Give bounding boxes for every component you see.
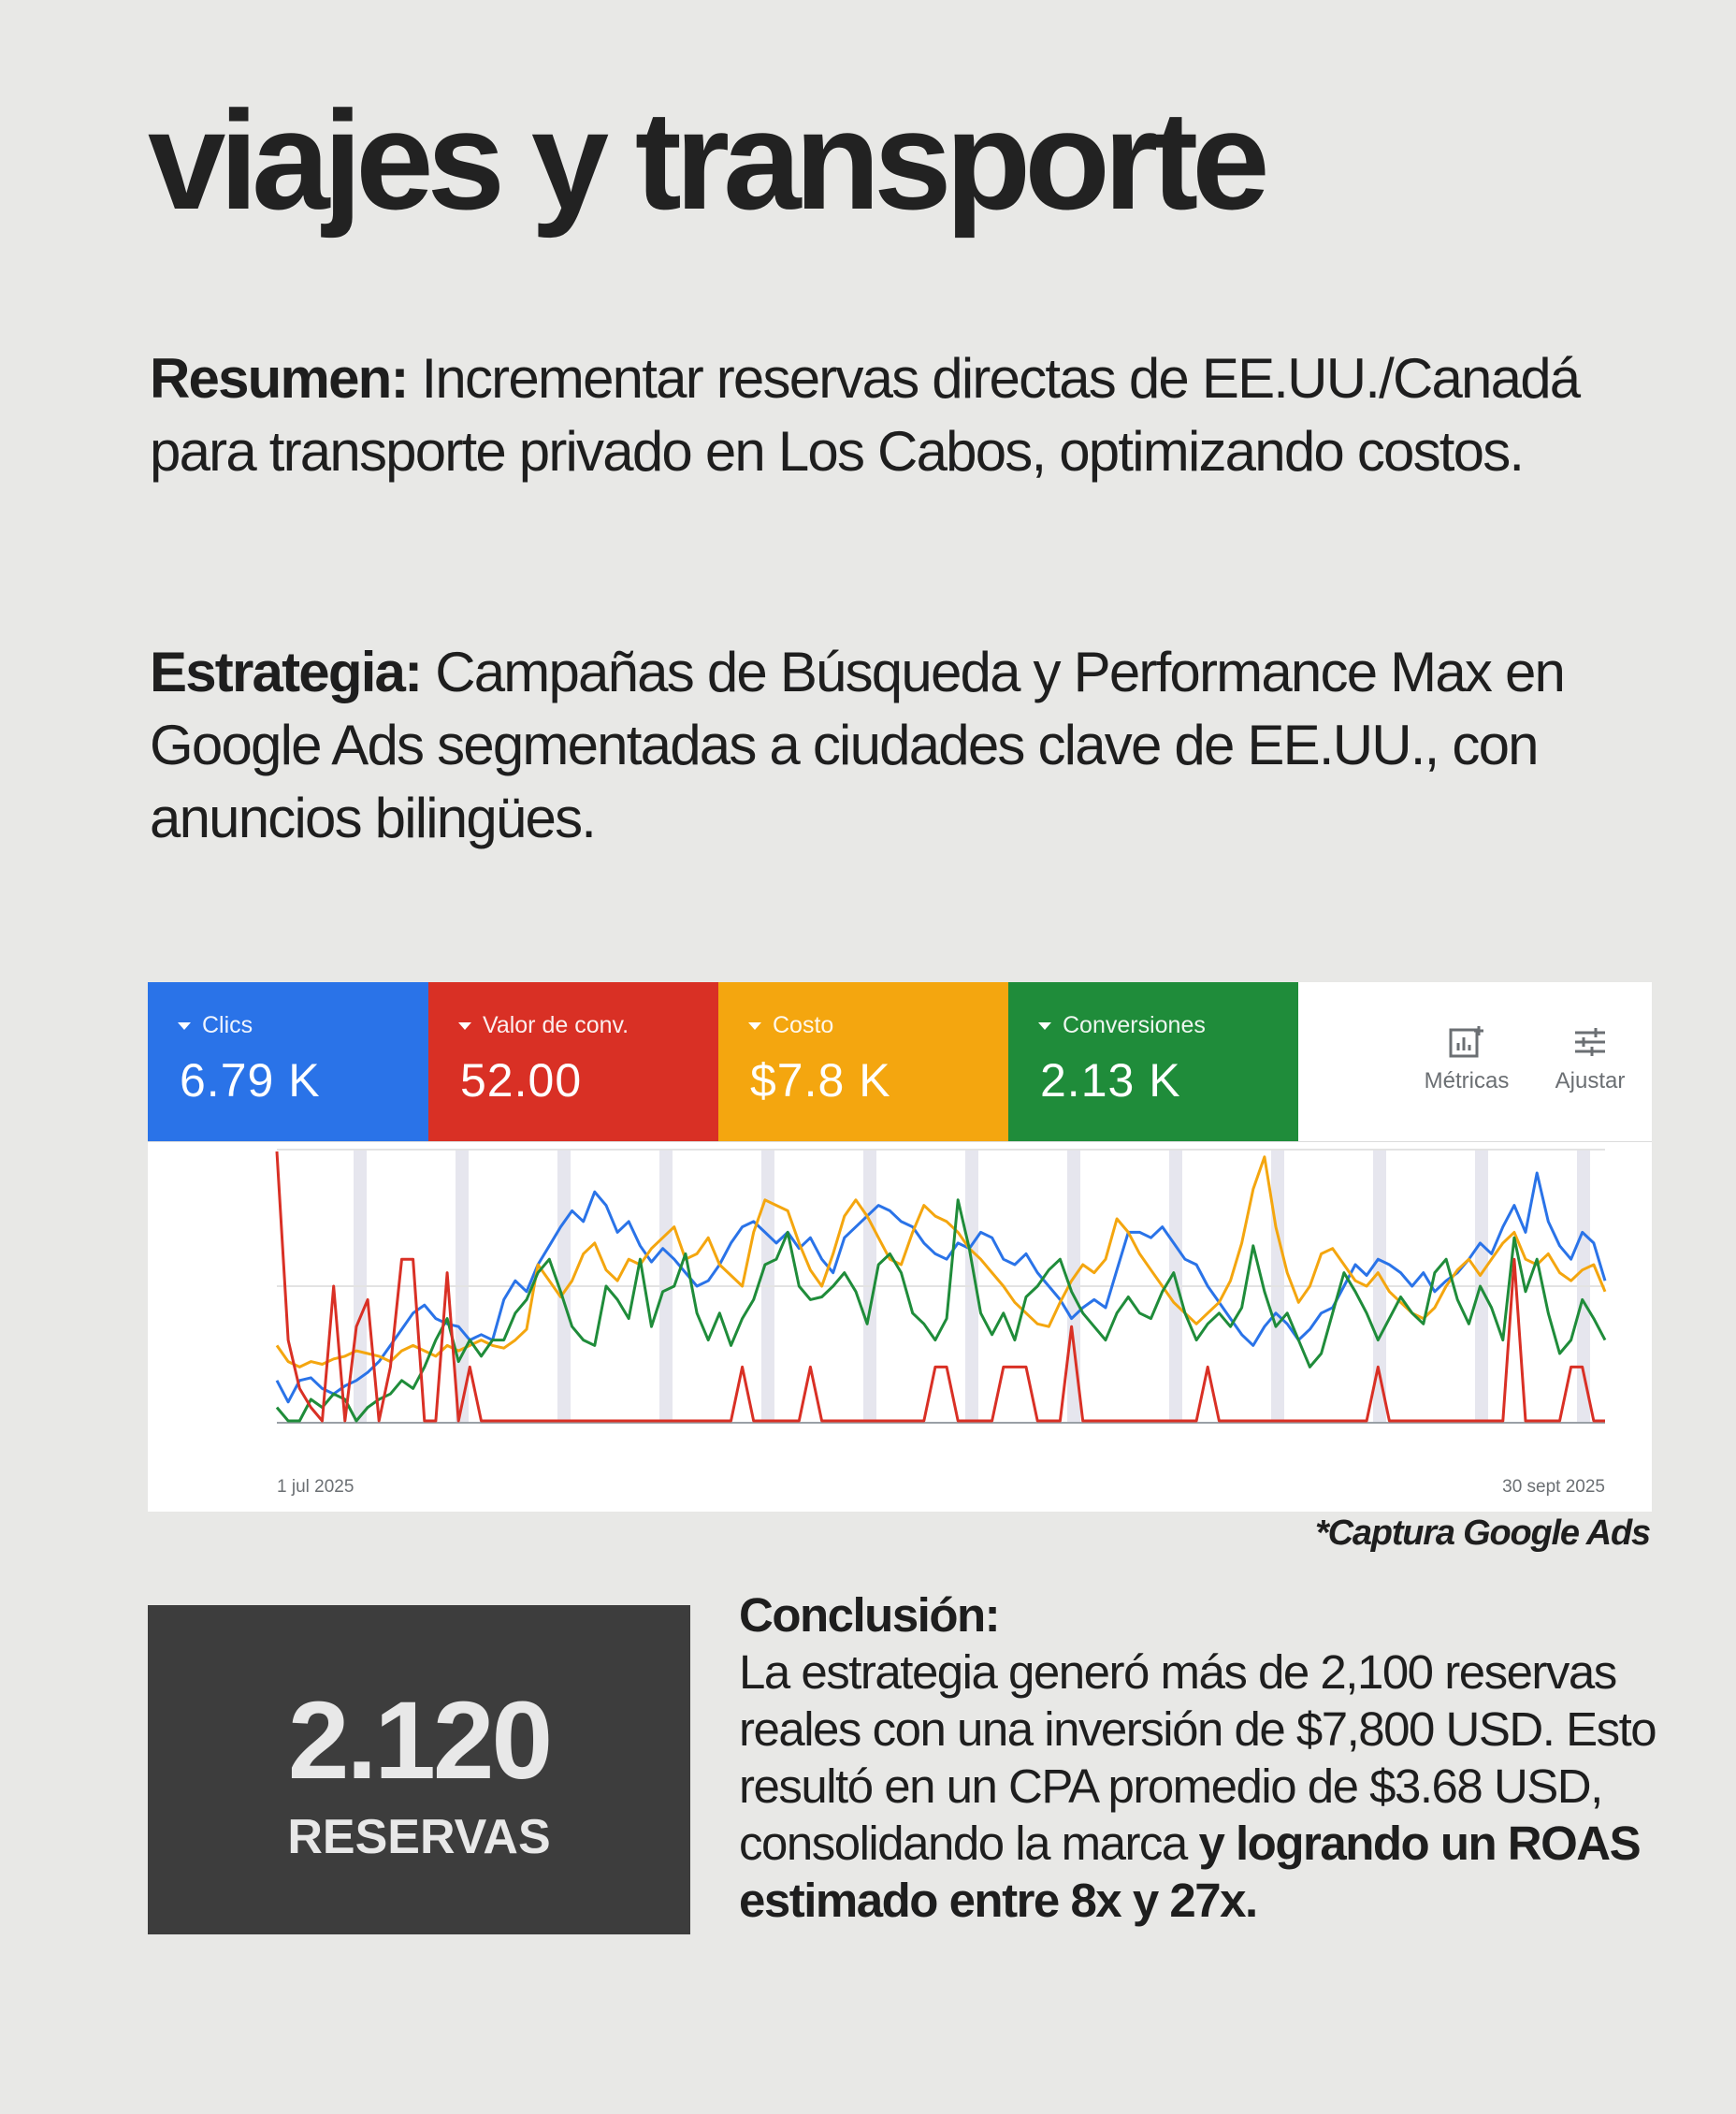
metric-name: Valor de conv.	[483, 1012, 629, 1038]
reservations-stat-box: 2.120 RESERVAS	[148, 1605, 690, 1934]
google-ads-screenshot: Clics 6.79 K Valor de conv. 52.00 Costo …	[148, 982, 1652, 1512]
series-line-costo	[275, 1155, 1607, 1368]
tune-sliders-icon	[1575, 1028, 1605, 1056]
strategy-label: Estrategia:	[150, 641, 423, 703]
summary-label: Resumen:	[150, 347, 409, 410]
conclusion-bold-text: y logrando un ROAS estimado entre 8x y 2…	[739, 1817, 1642, 1927]
caret-down-icon	[748, 1022, 761, 1031]
metric-tile-conversiones[interactable]: Conversiones 2.13 K	[1008, 982, 1298, 1141]
metric-name: Conversiones	[1063, 1012, 1206, 1038]
adjust-button-label: Ajustar	[1555, 1068, 1626, 1093]
conclusion-paragraph: Conclusión: La estrategia generó más de …	[739, 1586, 1712, 1929]
metric-value: 6.79 K	[180, 1054, 321, 1107]
conclusion-label: Conclusión:	[739, 1588, 1001, 1642]
x-axis-end-label: 30 sept 2025	[1502, 1477, 1605, 1497]
metric-tile-clics[interactable]: Clics 6.79 K	[148, 982, 428, 1141]
series-line-valor-de-conv	[275, 1151, 1605, 1423]
screenshot-footnote: *Captura Google Ads	[1315, 1513, 1651, 1553]
caret-down-icon	[1038, 1022, 1051, 1031]
metric-value: 2.13 K	[1040, 1054, 1181, 1107]
metric-tile-valor-conv[interactable]: Valor de conv. 52.00	[428, 982, 718, 1141]
metrics-button-label: Métricas	[1424, 1068, 1510, 1093]
series-line-clics	[275, 1171, 1607, 1404]
adjust-button[interactable]: Ajustar	[1534, 1025, 1646, 1094]
caret-down-icon	[458, 1022, 471, 1031]
metric-name: Clics	[202, 1012, 253, 1038]
metric-name: Costo	[773, 1012, 834, 1038]
conclusion-text: La estrategia generó más de 2,100 reserv…	[739, 1645, 1657, 1870]
x-axis-start-label: 1 jul 2025	[277, 1477, 354, 1497]
reservations-label: RESERVAS	[287, 1810, 551, 1864]
strategy-paragraph: Estrategia: Campañas de Búsqueda y Perfo…	[150, 636, 1609, 855]
series-line-conversiones	[275, 1198, 1607, 1423]
metric-tile-costo[interactable]: Costo $7.8 K	[718, 982, 1008, 1141]
reservations-count: 2.120	[287, 1679, 553, 1803]
summary-paragraph: Resumen: Incrementar reservas directas d…	[150, 342, 1609, 488]
strategy-text: Campañas de Búsqueda y Performance Max e…	[150, 641, 1566, 849]
metrics-button[interactable]: Métricas	[1410, 1025, 1523, 1094]
panel-divider	[148, 1141, 1652, 1142]
performance-line-chart: 1 jul 2025 30 sept 2025	[275, 1149, 1607, 1497]
metric-value: $7.8 K	[750, 1054, 891, 1107]
caret-down-icon	[178, 1022, 191, 1031]
metric-value: 52.00	[460, 1054, 583, 1107]
summary-text: Incrementar reservas directas de EE.UU./…	[150, 347, 1581, 483]
metrics-add-icon	[1449, 1026, 1483, 1058]
page-title: viajes y transporte	[148, 81, 1270, 239]
